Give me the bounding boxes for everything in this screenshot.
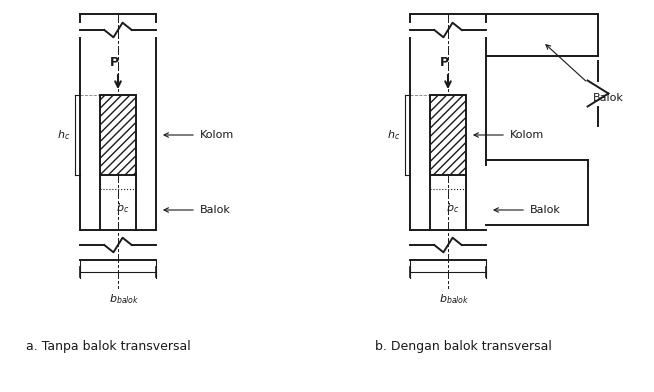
Text: Kolom: Kolom <box>200 130 234 140</box>
Text: Balok: Balok <box>200 205 231 215</box>
Text: P: P <box>439 56 449 69</box>
Text: Kolom: Kolom <box>510 130 544 140</box>
Text: $b_c$: $b_c$ <box>447 201 460 215</box>
Bar <box>100 95 136 175</box>
Text: P: P <box>109 56 118 69</box>
Text: $b_{balok}$: $b_{balok}$ <box>109 292 139 306</box>
Text: $b_c$: $b_c$ <box>116 201 129 215</box>
Text: $h_c$: $h_c$ <box>387 128 401 142</box>
Text: $h_c$: $h_c$ <box>58 128 71 142</box>
Text: Balok: Balok <box>593 93 624 103</box>
Bar <box>430 95 466 175</box>
Text: a. Tanpa balok transversal: a. Tanpa balok transversal <box>26 340 190 353</box>
Text: Balok: Balok <box>530 205 561 215</box>
Text: b. Dengan balok transversal: b. Dengan balok transversal <box>375 340 551 353</box>
Text: $b_{balok}$: $b_{balok}$ <box>439 292 469 306</box>
